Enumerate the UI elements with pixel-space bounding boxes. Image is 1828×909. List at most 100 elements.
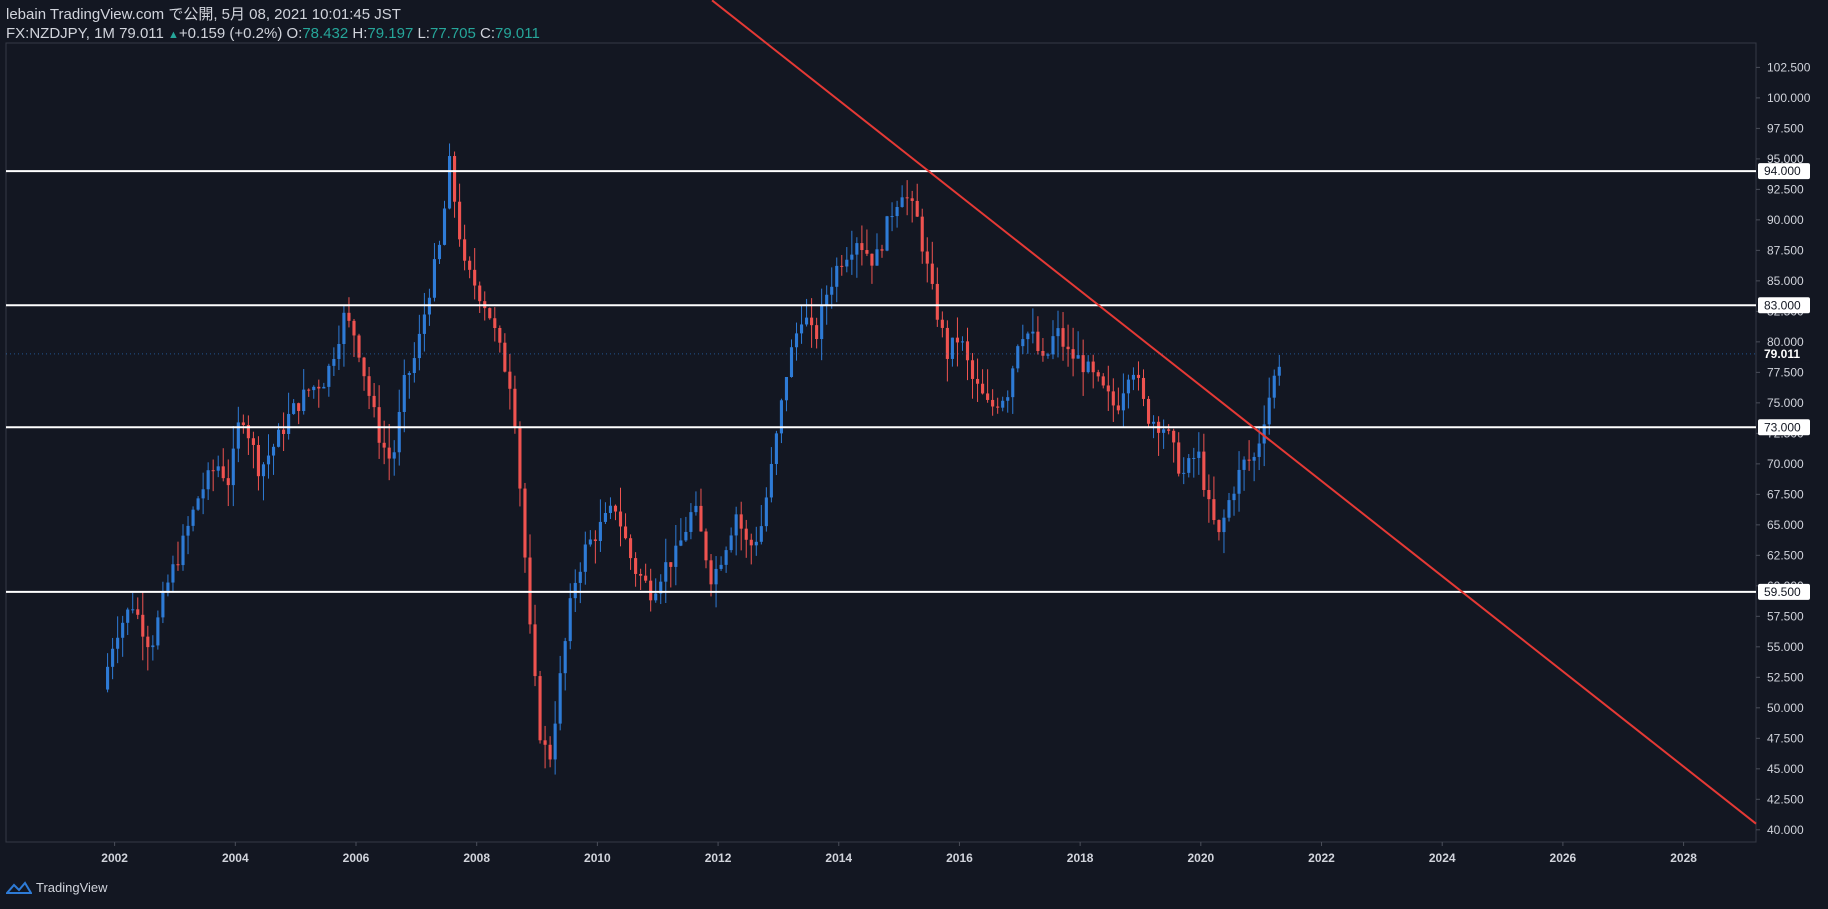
candle (744, 519, 748, 558)
candle (417, 314, 421, 371)
candle (1116, 387, 1120, 415)
candle (332, 347, 336, 376)
candle (473, 248, 477, 300)
levels-layer (6, 170, 1756, 593)
low-value: 77.705 (429, 25, 476, 42)
candle (181, 524, 185, 571)
candle (1202, 433, 1206, 497)
candle-body (261, 464, 266, 477)
candle (1146, 396, 1151, 429)
candle-body (659, 581, 663, 594)
candle (357, 333, 361, 363)
candle (432, 243, 437, 302)
candle (261, 462, 266, 501)
time-tick-label: 2026 (1550, 851, 1577, 865)
candle (407, 371, 411, 399)
candle (136, 597, 140, 620)
candle-body (513, 388, 517, 427)
candle-body (830, 286, 834, 295)
candle (241, 414, 245, 434)
candle-body (387, 447, 391, 459)
price-tick-label: 57.500 (1767, 609, 1804, 623)
candle-body (322, 386, 326, 389)
candle-body (789, 347, 794, 377)
candle-body (724, 550, 728, 565)
candle (1006, 390, 1010, 413)
candle-body (810, 317, 814, 326)
descending-trendline (711, 0, 1757, 825)
candle-body (367, 376, 371, 396)
candle (925, 237, 929, 283)
candle-body (563, 641, 567, 674)
price-tick-label: 97.500 (1767, 121, 1804, 135)
candle (860, 225, 864, 266)
candle-body (1126, 379, 1130, 394)
price-tick-label: 47.500 (1767, 731, 1804, 745)
candle-body (488, 308, 492, 319)
candle-body (216, 466, 220, 471)
candle (156, 610, 160, 650)
candle (533, 604, 537, 687)
candle-body (865, 250, 869, 254)
candle-body (709, 560, 713, 585)
candle (900, 185, 904, 208)
candle-body (805, 317, 809, 325)
candle-body (106, 666, 110, 690)
candle (307, 388, 311, 397)
candle-body (131, 609, 135, 611)
candle-body (623, 526, 628, 539)
candle-body (191, 509, 195, 526)
candle-body (664, 562, 668, 582)
candle (131, 592, 135, 614)
candle-body (246, 425, 250, 439)
candle-body (357, 335, 361, 358)
candle-body (1086, 361, 1090, 373)
candle (468, 256, 472, 279)
candle (714, 556, 718, 608)
candle-body (171, 564, 175, 583)
candle (613, 504, 618, 521)
symbol-label[interactable]: FX:NZDJPY, 1M (6, 25, 115, 42)
candle-body (784, 376, 789, 401)
price-tick-label: 102.500 (1767, 60, 1811, 74)
candle (1157, 416, 1161, 456)
candle-body (151, 645, 155, 648)
ohlc-line: FX:NZDJPY, 1M 79.011 ▲+0.159 (+0.2%) O:7… (6, 24, 540, 45)
candle (523, 482, 527, 573)
candle-body (1026, 333, 1030, 340)
candle (664, 538, 668, 603)
chart-frame (5, 42, 1757, 843)
candle-body (674, 545, 678, 567)
candle-body (1046, 354, 1050, 356)
candle-body (458, 201, 462, 240)
candle-body (1217, 520, 1221, 533)
candle (850, 230, 854, 275)
time-tick-label: 2006 (343, 851, 370, 865)
candle-body (1061, 328, 1065, 347)
candle-body (975, 378, 980, 384)
candle (1016, 344, 1020, 373)
candle-body (372, 395, 376, 408)
trendline-layer (711, 0, 1757, 825)
candle (779, 398, 783, 444)
candle (1242, 456, 1246, 491)
candle (447, 143, 452, 210)
time-axis[interactable]: 2002 2004 2006 2008 2010 2012 2014 2016 2018 2020… (101, 842, 1697, 865)
candle-body (603, 512, 607, 522)
time-tick-label: 2008 (463, 851, 490, 865)
candle (221, 448, 225, 482)
candle (805, 298, 809, 327)
footer-brand-text: TradingView (36, 880, 108, 895)
candle (111, 637, 115, 680)
candle-body (694, 505, 698, 513)
candle-body (1031, 331, 1035, 334)
candle (377, 385, 381, 459)
candle (518, 421, 522, 507)
candle-body (1252, 456, 1256, 461)
low-label: L: (417, 25, 430, 42)
footer-brand[interactable]: TradingView (6, 880, 108, 895)
candle (146, 625, 150, 671)
candle-body (543, 740, 547, 745)
candle-body (820, 305, 824, 340)
